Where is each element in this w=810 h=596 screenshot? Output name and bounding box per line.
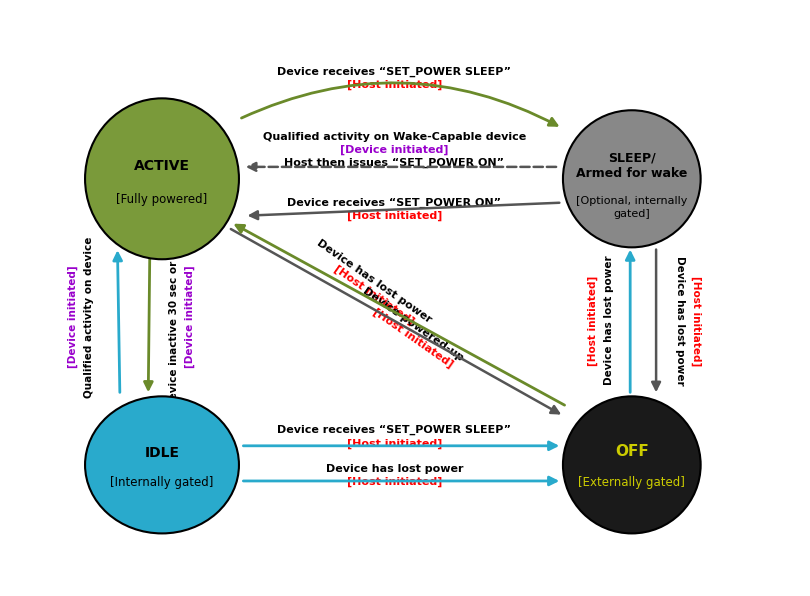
Ellipse shape [85,396,239,533]
Text: Qualified activity on Wake-Capable device: Qualified activity on Wake-Capable devic… [262,132,526,142]
Ellipse shape [563,396,701,533]
Text: Device receives “SET_POWER SLEEP”: Device receives “SET_POWER SLEEP” [278,66,511,77]
Ellipse shape [563,110,701,247]
Text: SLEEP/
Armed for wake: SLEEP/ Armed for wake [576,151,688,180]
Text: Device powered-up: Device powered-up [361,286,465,364]
Text: ACTIVE: ACTIVE [134,159,190,173]
Text: Device has lost power: Device has lost power [315,238,433,325]
Text: [Host initiated]: [Host initiated] [371,307,455,370]
Text: Device inactive 30 sec or more: Device inactive 30 sec or more [169,226,179,408]
Ellipse shape [85,98,239,259]
Text: Device receives “SET_POWER ON”: Device receives “SET_POWER ON” [288,197,501,208]
Text: [Host initiated]: [Host initiated] [347,79,442,90]
Text: [Host initiated]: [Host initiated] [347,210,442,221]
Text: [Host initiated]: [Host initiated] [347,477,442,488]
Text: [Host initiated]: [Host initiated] [588,275,598,366]
Text: [Device initiated]: [Device initiated] [68,266,78,368]
Text: [Externally gated]: [Externally gated] [578,476,685,489]
Text: Device has lost power: Device has lost power [604,256,614,386]
Text: [Host initiated]: [Host initiated] [692,275,701,366]
Text: [Optional, internally
gated]: [Optional, internally gated] [576,196,688,219]
Text: [Host initiated]: [Host initiated] [347,438,442,449]
Text: Device has lost power: Device has lost power [326,464,463,474]
Text: OFF: OFF [615,444,649,460]
Text: [Fully powered]: [Fully powered] [117,193,207,206]
Text: Qualified activity on device: Qualified activity on device [84,237,94,398]
Text: Device receives “SET_POWER SLEEP”: Device receives “SET_POWER SLEEP” [278,425,511,436]
Text: IDLE: IDLE [144,446,180,460]
Text: [Host initiated]: [Host initiated] [332,263,416,327]
Text: [Device initiated]: [Device initiated] [340,145,449,156]
Text: [Device initiated]: [Device initiated] [185,266,195,368]
Text: Host then issues “SET_POWER ON”: Host then issues “SET_POWER ON” [284,158,505,169]
Text: [Internally gated]: [Internally gated] [110,476,214,489]
Text: Device has lost power: Device has lost power [676,256,685,386]
